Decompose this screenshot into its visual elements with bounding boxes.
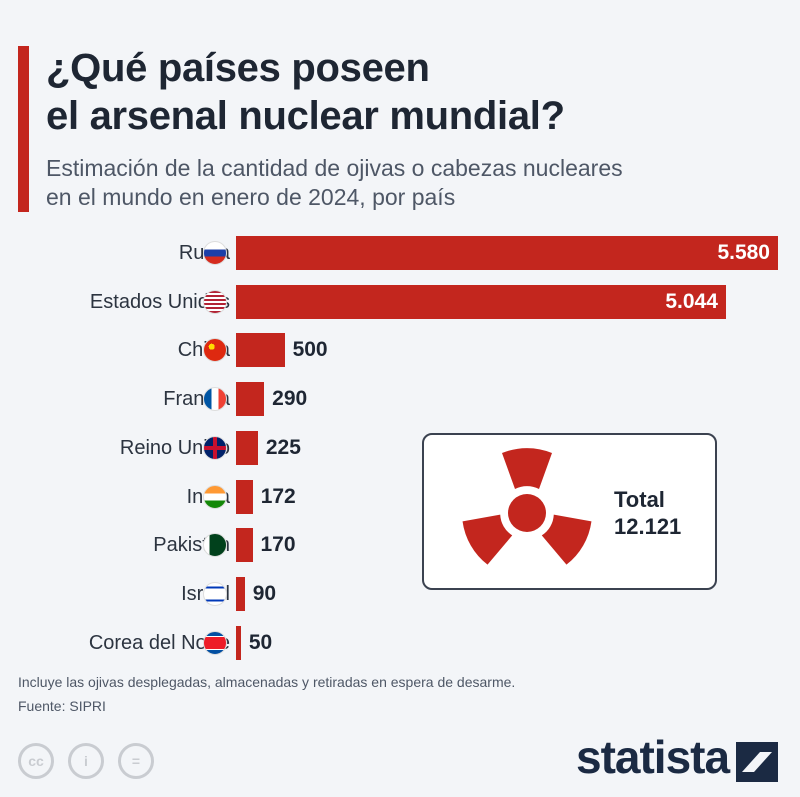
source[interactable]: Fuente: SIPRI	[18, 698, 106, 714]
value-label: 172	[260, 484, 296, 508]
bar	[236, 479, 253, 514]
page-title: ¿Qué países poseen el arsenal nuclear mu…	[46, 44, 565, 140]
value-label: 225	[265, 435, 301, 459]
bar-row: Rusia5.580	[0, 236, 800, 270]
total-value: 12.121	[614, 514, 682, 539]
total-label: Total	[614, 487, 665, 512]
title-line-2: el arsenal nuclear mundial?	[46, 94, 565, 138]
north-korea-flag-icon	[203, 630, 227, 655]
bar-row: India172	[0, 479, 800, 514]
bar-row: China500	[0, 333, 800, 368]
value-label: 5.580	[717, 241, 770, 264]
value-label: 5.044	[665, 289, 718, 313]
bar	[236, 284, 726, 319]
usa-flag-icon	[203, 289, 227, 314]
bar-row: Israel90	[0, 576, 800, 611]
bar	[236, 430, 258, 465]
value-label: 170	[260, 533, 296, 557]
no-derivatives-icon[interactable]: =	[118, 743, 154, 779]
russia-flag-icon	[203, 241, 227, 265]
category-label: Reino Unido	[119, 436, 230, 459]
bar-row: Corea del Norte 50	[0, 625, 800, 660]
bar	[236, 333, 285, 368]
value-label: 50	[248, 630, 273, 654]
bar	[236, 382, 265, 417]
bar-row: Reino Unido 225	[0, 430, 800, 465]
total-box	[422, 433, 717, 590]
bar-row: Estados Unidos 5.044	[0, 284, 800, 319]
bar	[236, 625, 241, 660]
bar	[236, 576, 245, 611]
attribution-icon[interactable]: i	[68, 743, 104, 779]
bar-row: Pakistán 170	[0, 528, 800, 563]
israel-flag-icon	[203, 581, 227, 606]
footnote: Incluye las ojivas desplegadas, almacena…	[18, 674, 516, 690]
category-label: Corea del Norte	[88, 631, 230, 654]
cc-icon[interactable]: cc	[18, 743, 54, 779]
value-label: 500	[292, 338, 328, 362]
statista-logo[interactable]: statista	[576, 731, 730, 783]
subtitle: Estimación de la cantidad de ojivas o ca…	[46, 154, 623, 212]
india-flag-icon	[203, 484, 227, 509]
value-label: 290	[272, 387, 308, 411]
statista-logo-mark-icon	[736, 742, 778, 782]
bar	[236, 236, 778, 270]
china-flag-icon	[203, 338, 227, 363]
bar-row: Francia 290	[0, 382, 800, 417]
subtitle-line-2: en el mundo en enero de 2024, por país	[46, 184, 456, 210]
bar	[236, 528, 253, 563]
category-label: Estados Unidos	[89, 290, 230, 313]
title-accent-bar	[18, 46, 29, 212]
title-line-1: ¿Qué países poseen	[46, 46, 430, 90]
value-label: 90	[252, 581, 277, 605]
total-text: Total 12.121	[614, 486, 681, 540]
pakistan-flag-icon	[203, 533, 227, 558]
subtitle-line-1: Estimación de la cantidad de ojivas o ca…	[46, 155, 623, 181]
uk-flag-icon	[203, 435, 227, 460]
france-flag-icon	[203, 387, 227, 412]
radiation-icon	[462, 448, 592, 565]
